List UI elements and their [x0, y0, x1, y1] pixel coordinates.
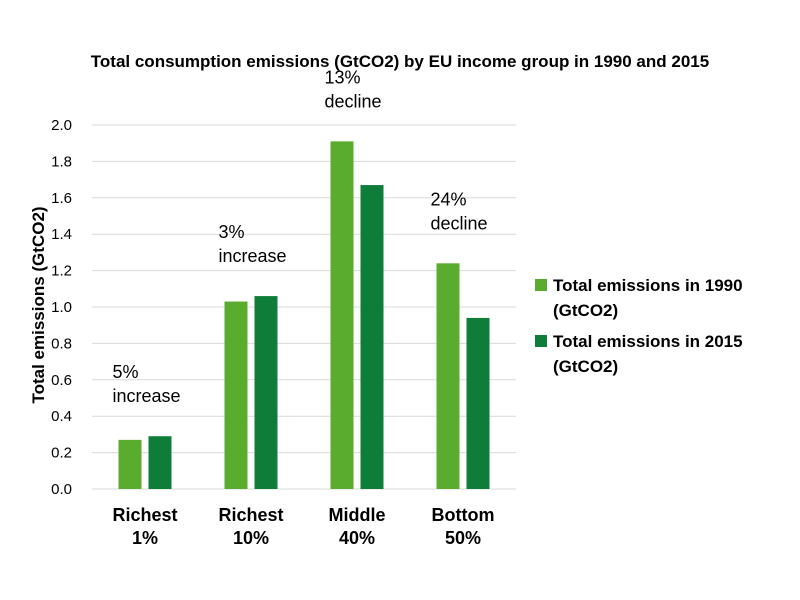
y-tick-label: 0.2 [51, 445, 72, 462]
x-category-label: Middle [329, 505, 386, 525]
bars [118, 141, 490, 489]
legend-label: (GtCO2) [553, 301, 618, 320]
bar-annotation: increase [113, 386, 181, 406]
legend-label: Total emissions in 1990 [553, 276, 743, 295]
bar-2015-2 [360, 185, 384, 489]
bar-annotation: 5% [113, 362, 139, 382]
bar-annotation: 24% [431, 189, 467, 209]
y-tick-label: 1.4 [51, 226, 72, 243]
y-axis-label: Total emissions (GtCO2) [29, 206, 48, 403]
y-tick-label: 1.0 [51, 299, 72, 316]
x-category-label: 50% [445, 528, 481, 548]
y-tick-label: 0.0 [51, 481, 72, 498]
legend-swatch [535, 335, 547, 347]
bar-annotation: 3% [219, 222, 245, 242]
bar-annotation: increase [219, 246, 287, 266]
bar-annotation: decline [431, 213, 488, 233]
legend-swatch [535, 279, 547, 291]
x-category-label: 10% [233, 528, 269, 548]
bar-annotations: 5% increase 3% increase 13% decline 24% decline [113, 67, 488, 406]
bar-2015-0 [148, 436, 172, 489]
x-category-label: Richest [218, 505, 283, 525]
x-category-label: Richest [112, 505, 177, 525]
x-category-label: Bottom [432, 505, 495, 525]
bar-annotation: decline [325, 91, 382, 111]
y-tick-label: 0.4 [51, 408, 72, 425]
bar-1990-0 [118, 439, 142, 489]
y-tick-label: 1.8 [51, 153, 72, 170]
y-tick-label: 1.2 [51, 263, 72, 280]
y-tick-label: 0.8 [51, 335, 72, 352]
y-tick-label: 0.6 [51, 372, 72, 389]
bar-2015-3 [466, 317, 490, 489]
x-axis-categories: Richest 1% Richest 10% Middle 40% Bottom 50% [112, 505, 494, 548]
bar-2015-1 [254, 296, 278, 489]
legend-label: Total emissions in 2015 [553, 332, 743, 351]
x-category-label: 40% [339, 528, 375, 548]
legend: Total emissions in 1990 (GtCO2) Total emis… [535, 276, 743, 376]
y-tick-label: 2.0 [51, 117, 72, 134]
y-axis-ticks: 0.0 0.2 0.4 0.6 0.8 1.0 1.2 1.4 1.6 1.8 2.0 [51, 117, 72, 498]
bar-1990-3 [436, 263, 460, 489]
bar-1990-2 [330, 141, 354, 489]
y-tick-label: 1.6 [51, 190, 72, 207]
legend-label: (GtCO2) [553, 357, 618, 376]
x-category-label: 1% [132, 528, 158, 548]
bar-annotation: 13% [325, 67, 361, 87]
bar-1990-1 [224, 301, 248, 489]
chart-title: Total consumption emissions (GtCO2) by E… [91, 52, 709, 71]
